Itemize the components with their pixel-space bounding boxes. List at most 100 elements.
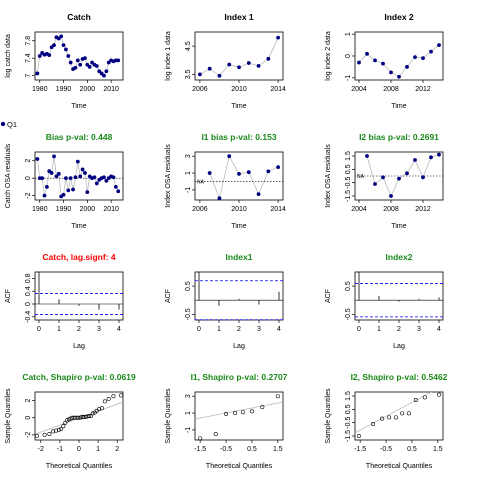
data-point bbox=[52, 154, 56, 159]
qq-reference-line bbox=[355, 392, 433, 434]
y-axis-label: Catch OSA residuals bbox=[5, 143, 12, 208]
data-point bbox=[92, 175, 97, 180]
x-tick-label: 2008 bbox=[383, 86, 399, 93]
data-point bbox=[387, 415, 392, 420]
data-point bbox=[73, 175, 78, 180]
data-point bbox=[429, 155, 433, 160]
x-tick-label: 2010 bbox=[231, 86, 247, 93]
y-tick-label: 0.5 bbox=[185, 281, 192, 291]
x-tick-label: -2 bbox=[38, 446, 44, 453]
x-tick-label: 2 bbox=[397, 326, 401, 333]
x-tick-label: 2006 bbox=[192, 86, 208, 93]
data-point bbox=[97, 407, 102, 412]
x-tick-label: 2000 bbox=[80, 206, 96, 213]
data-point bbox=[233, 411, 238, 416]
panel-title: I1, Shapiro p-val: 0.2707 bbox=[191, 372, 288, 382]
data-point bbox=[413, 158, 417, 162]
x-tick-label: 1 bbox=[57, 326, 61, 333]
x-tick-label: 4 bbox=[437, 326, 441, 333]
x-tick-label: 4 bbox=[117, 326, 121, 333]
data-point bbox=[227, 154, 232, 159]
x-tick-label: 1.5 bbox=[273, 446, 283, 453]
x-tick-label: 1 bbox=[96, 446, 100, 453]
data-point bbox=[397, 176, 401, 181]
plot-frame bbox=[194, 151, 284, 201]
x-tick-label: 2010 bbox=[103, 86, 119, 93]
data-point bbox=[207, 171, 212, 175]
data-point bbox=[381, 61, 385, 66]
y-tick-label: 0 bbox=[25, 302, 32, 306]
x-tick-label: 1990 bbox=[56, 86, 72, 93]
panel-index2-acf: Index2 0 1 2 3 4 -0.5 0.5 Lag ACF bbox=[325, 252, 444, 350]
y-tick-label: -0.5 bbox=[345, 308, 352, 320]
data-point bbox=[276, 35, 281, 40]
x-tick-label: 1 bbox=[377, 326, 381, 333]
plot-frame bbox=[354, 31, 444, 81]
x-tick-label: 2014 bbox=[270, 206, 286, 213]
y-tick-label: -2 bbox=[25, 192, 32, 198]
data-point bbox=[66, 54, 71, 58]
x-tick-label: 0 bbox=[197, 326, 201, 333]
data-point bbox=[413, 55, 417, 59]
data-point bbox=[373, 182, 377, 186]
y-tick-label: 0 bbox=[25, 416, 32, 420]
x-axis-label: Time bbox=[391, 223, 406, 230]
x-axis-label: Time bbox=[391, 103, 406, 110]
legend-marker bbox=[0, 121, 6, 127]
data-point bbox=[61, 43, 66, 47]
y-tick-label: 3 bbox=[185, 154, 192, 158]
data-point bbox=[73, 65, 78, 70]
data-point bbox=[56, 427, 61, 432]
panel-index2-qq: I2, Shapiro p-val: 0.5462-1.5 -0.5 0.5 1.5-… bbox=[325, 372, 448, 470]
qq-reference-line bbox=[35, 401, 123, 435]
data-point bbox=[227, 62, 232, 67]
data-point bbox=[429, 49, 433, 54]
panel-title: I2, Shapiro p-val: 0.5462 bbox=[351, 372, 448, 382]
y-tick-label: 0 bbox=[25, 176, 32, 180]
data-point bbox=[397, 74, 401, 79]
x-axis-label: Lag bbox=[233, 343, 245, 350]
y-tick-label: 1.5 bbox=[345, 151, 352, 161]
y-axis-label: log index 2 data bbox=[325, 31, 332, 81]
data-point bbox=[102, 399, 107, 404]
y-tick-label: -0.5 bbox=[345, 177, 352, 189]
data-point bbox=[356, 433, 361, 438]
data-point bbox=[113, 185, 118, 189]
series-line bbox=[366, 154, 440, 197]
y-axis-label: log index 1 data bbox=[165, 31, 172, 81]
data-point bbox=[421, 56, 425, 61]
panel-index1-acf: Index1 0 1 2 3 4 -0.5 0.5 Lag ACF bbox=[165, 252, 284, 350]
y-tick-label: -0.5 bbox=[345, 417, 352, 429]
data-point bbox=[99, 406, 104, 411]
data-point bbox=[437, 152, 441, 157]
x-tick-label: 3 bbox=[257, 326, 261, 333]
data-point bbox=[37, 54, 42, 58]
data-point bbox=[75, 58, 80, 63]
annotation: NA bbox=[197, 179, 205, 185]
x-tick-label: 2 bbox=[237, 326, 241, 333]
y-tick-label: 2 bbox=[25, 399, 32, 403]
x-tick-label: -1.5 bbox=[194, 446, 206, 453]
y-tick-label: -1 bbox=[345, 75, 352, 81]
data-point bbox=[104, 69, 109, 74]
data-point bbox=[119, 393, 124, 398]
data-point bbox=[83, 56, 87, 61]
x-tick-label: 0.5 bbox=[247, 446, 257, 453]
y-tick-label: 0 bbox=[345, 54, 352, 58]
data-point bbox=[217, 196, 222, 201]
data-point bbox=[246, 61, 251, 65]
data-point bbox=[111, 394, 116, 399]
data-point bbox=[116, 189, 121, 194]
x-tick-label: 2 bbox=[77, 326, 81, 333]
data-point bbox=[78, 174, 83, 179]
data-point bbox=[256, 192, 261, 197]
data-point bbox=[400, 411, 405, 416]
data-point bbox=[80, 167, 85, 172]
data-point bbox=[71, 415, 76, 420]
data-point bbox=[78, 62, 83, 67]
data-point bbox=[207, 66, 212, 71]
data-point bbox=[389, 70, 393, 75]
panel-title: Index 1 bbox=[224, 12, 254, 22]
panel-title: Catch bbox=[67, 12, 91, 22]
y-tick-label: 3.5 bbox=[185, 69, 192, 79]
